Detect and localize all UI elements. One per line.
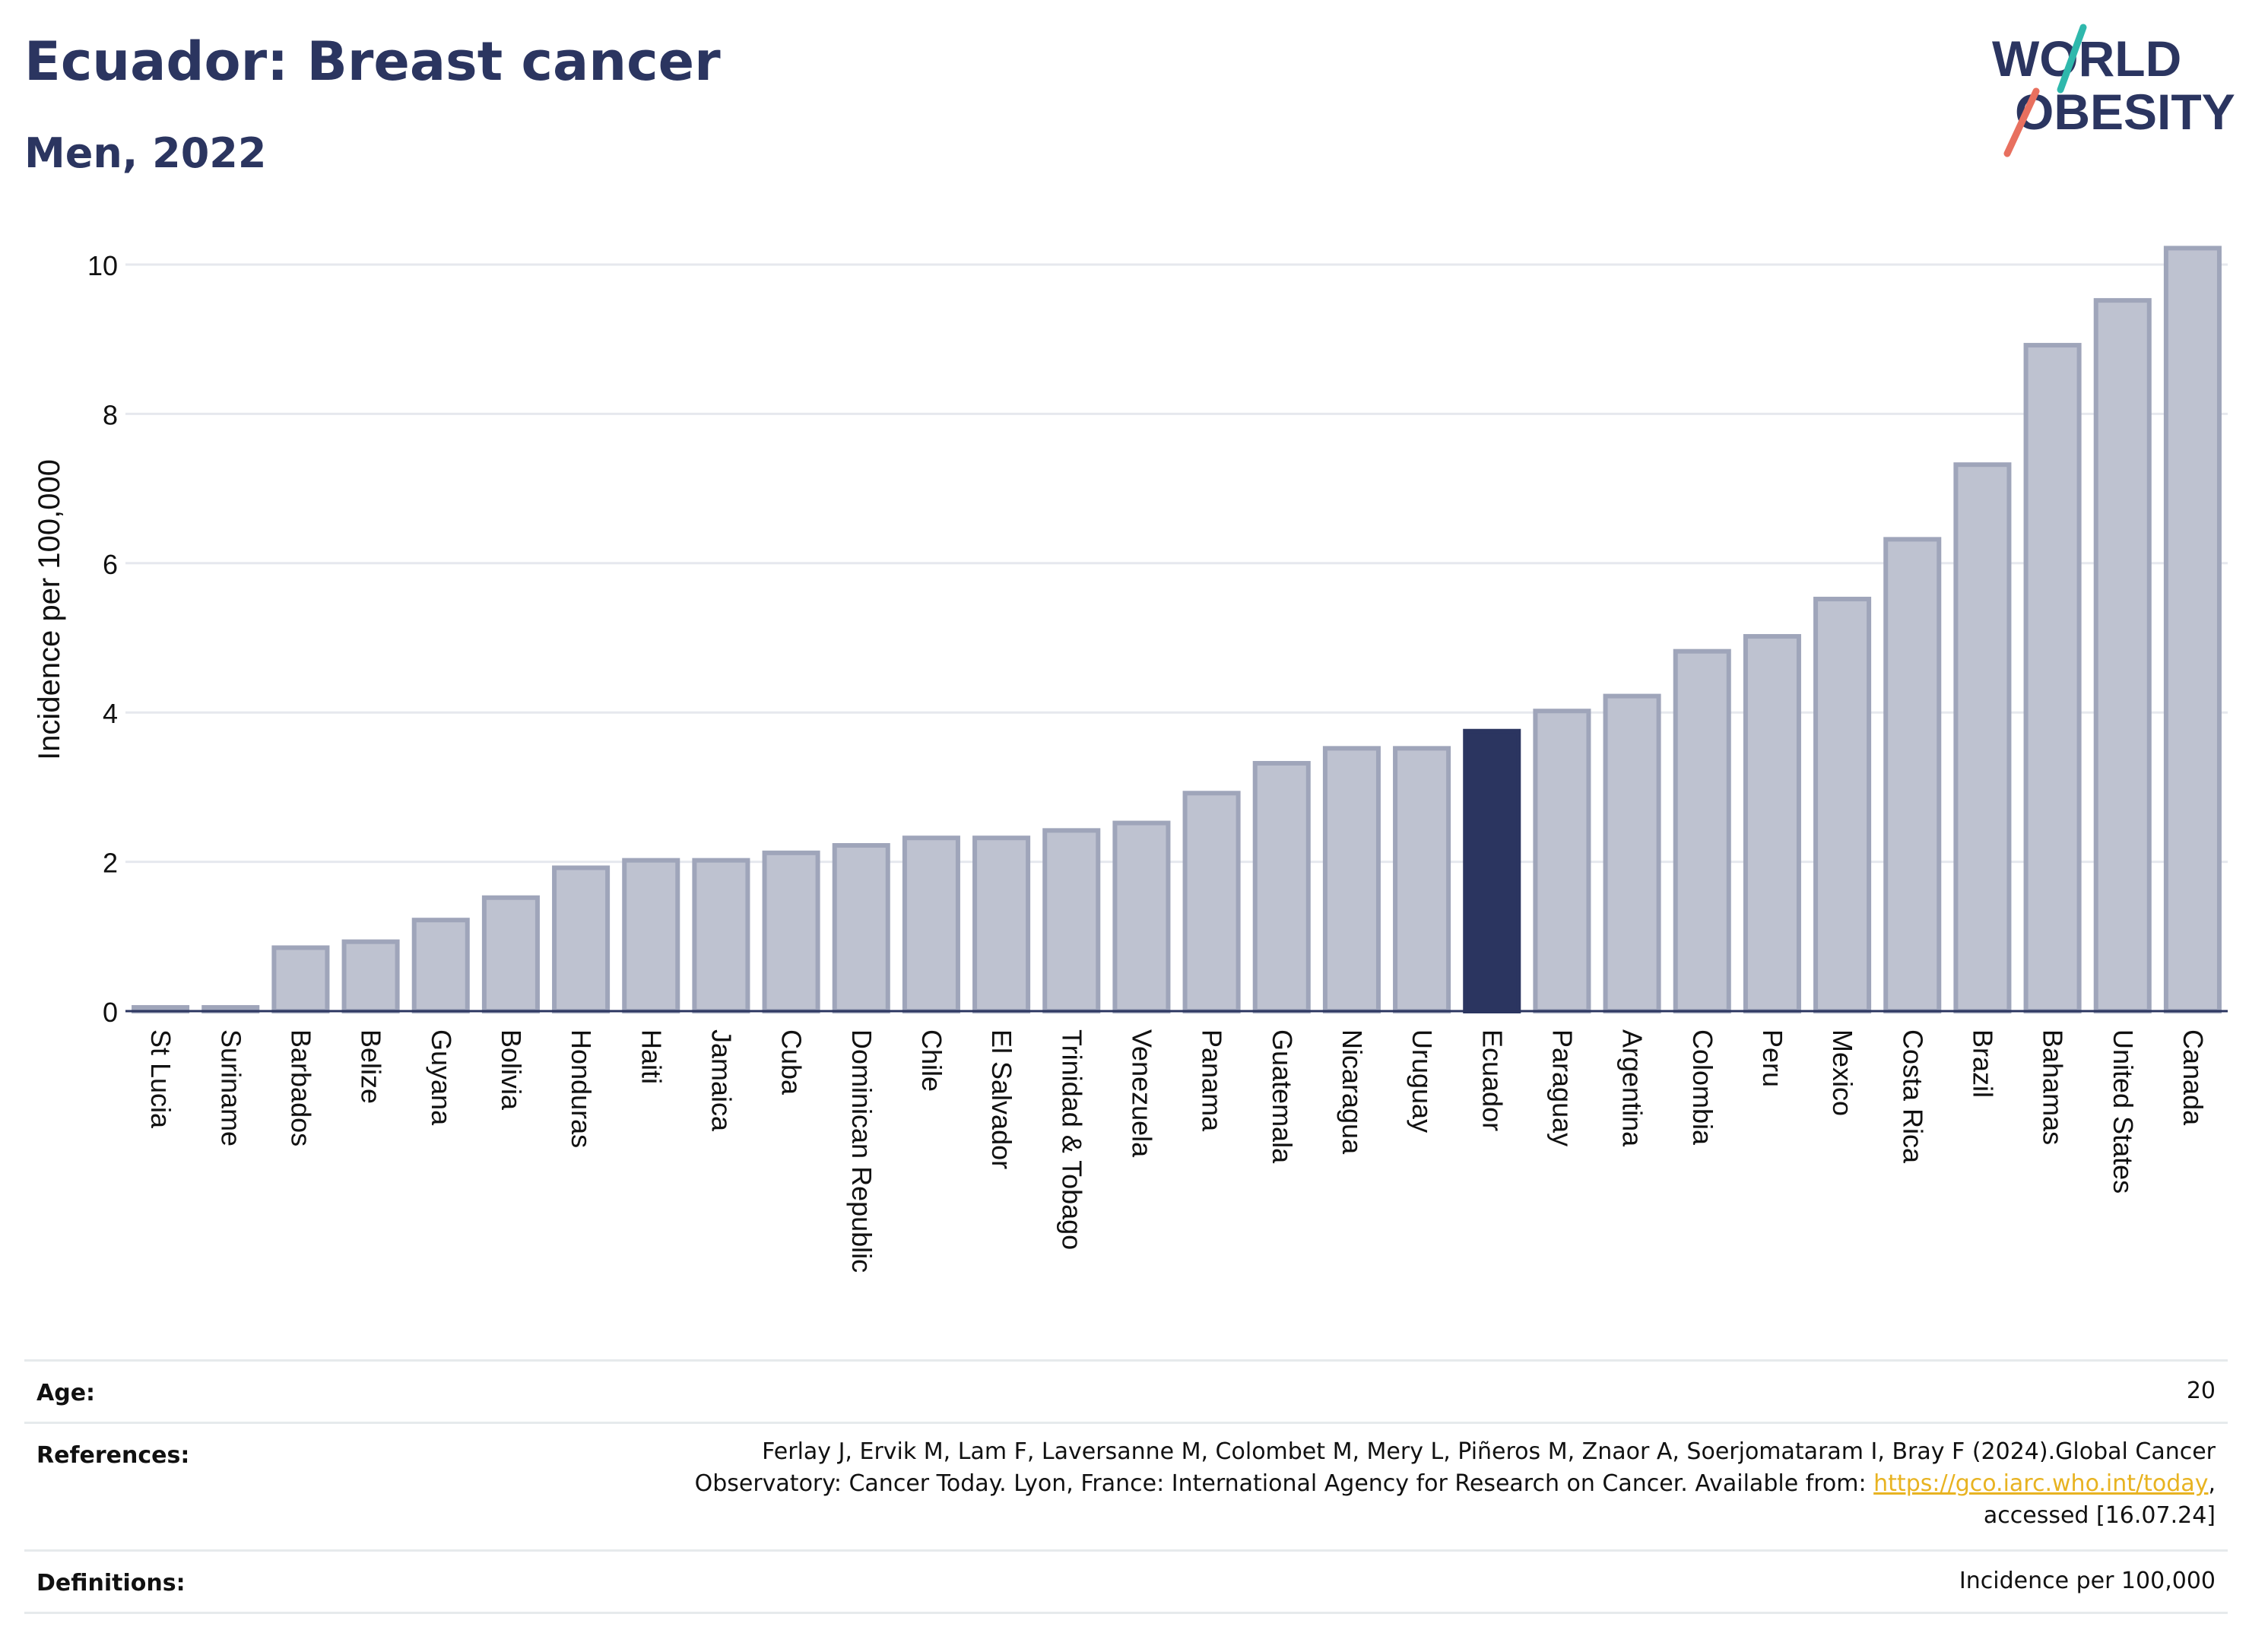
y-axis-ticks: 0 2 4 6 8 10 bbox=[87, 250, 118, 1028]
references-label: References: bbox=[36, 1442, 190, 1469]
bar-canada[interactable] bbox=[2163, 246, 2222, 1013]
x-tick-label: Canada bbox=[2178, 1029, 2209, 1126]
bar-chile[interactable] bbox=[902, 836, 960, 1014]
x-tick-label: United States bbox=[2108, 1029, 2139, 1194]
x-tick-label: Ecuador bbox=[1477, 1029, 1508, 1131]
references-link[interactable]: https://gco.iarc.who.int/today bbox=[1873, 1470, 2209, 1497]
x-tick-label: Brazil bbox=[1967, 1029, 1998, 1098]
x-tick-label: Colombia bbox=[1687, 1029, 1718, 1146]
x-tick-label: Honduras bbox=[566, 1029, 597, 1148]
x-tick-label: Cuba bbox=[776, 1029, 807, 1096]
bar-guatemala[interactable] bbox=[1252, 760, 1311, 1013]
bar-cuba[interactable] bbox=[762, 850, 820, 1014]
bar-nicaragua[interactable] bbox=[1322, 746, 1381, 1013]
bar-trinidad-tobago[interactable] bbox=[1042, 828, 1101, 1013]
x-tick-label: Venezuela bbox=[1126, 1029, 1157, 1158]
y-tick-label: 10 bbox=[87, 250, 118, 281]
x-tick-label: Trinidad & Tobago bbox=[1056, 1029, 1087, 1250]
x-tick-label: St Lucia bbox=[145, 1029, 176, 1129]
x-tick-label: Panama bbox=[1197, 1029, 1228, 1132]
world-obesity-logo: WORLD OBESITY bbox=[1992, 24, 2235, 157]
bar-brazil[interactable] bbox=[1953, 462, 2012, 1013]
references-line3: accessed [16.07.24] bbox=[1983, 1502, 2216, 1529]
age-value: 20 bbox=[2186, 1378, 2216, 1404]
x-tick-label: Paraguay bbox=[1546, 1029, 1578, 1146]
bar-el-salvador[interactable] bbox=[972, 836, 1031, 1014]
bar-dominican-republic[interactable] bbox=[832, 842, 890, 1013]
age-label: Age: bbox=[36, 1380, 96, 1406]
bar-ecuador[interactable] bbox=[1463, 728, 1521, 1013]
x-tick-label: Mexico bbox=[1827, 1029, 1858, 1116]
bar-mexico[interactable] bbox=[1813, 596, 1872, 1013]
footer-age-row: Age: 20 bbox=[24, 1359, 2228, 1424]
references-line1: Ferlay J, Ervik M, Lam F, Laversanne M, … bbox=[762, 1438, 2216, 1465]
y-axis-label: Incidence per 100,000 bbox=[33, 459, 66, 760]
x-tick-label: Dominican Republic bbox=[846, 1029, 877, 1273]
footer-references-row: References: Ferlay J, Ervik M, Lam F, La… bbox=[24, 1422, 2228, 1552]
x-tick-label: Haiti bbox=[636, 1029, 667, 1084]
bar-belize[interactable] bbox=[341, 939, 400, 1013]
logo-line1: WORLD bbox=[1992, 30, 2181, 87]
logo-coral-slash bbox=[2003, 87, 2040, 157]
bar-peru[interactable] bbox=[1743, 634, 1801, 1013]
footer-definitions-row: Definitions: Incidence per 100,000 bbox=[24, 1549, 2228, 1614]
x-tick-label: Bahamas bbox=[2038, 1029, 2069, 1145]
references-line2-text: Observatory: Cancer Today. Lyon, France:… bbox=[694, 1470, 1874, 1497]
x-tick-label: Argentina bbox=[1617, 1029, 1648, 1147]
x-tick-label: Costa Rica bbox=[1897, 1029, 1928, 1164]
bar-united-states[interactable] bbox=[2093, 298, 2152, 1013]
bar-venezuela[interactable] bbox=[1112, 820, 1171, 1014]
bar-uruguay[interactable] bbox=[1393, 746, 1451, 1013]
x-tick-label: Chile bbox=[916, 1029, 947, 1092]
x-tick-label: Uruguay bbox=[1407, 1029, 1438, 1133]
x-tick-label: Nicaragua bbox=[1337, 1029, 1368, 1155]
logo-line2: OBESITY bbox=[2015, 84, 2235, 140]
bar-costa-rica[interactable] bbox=[1883, 537, 1942, 1013]
bar-guyana[interactable] bbox=[411, 918, 470, 1014]
y-tick-label: 0 bbox=[103, 997, 118, 1028]
definitions-value: Incidence per 100,000 bbox=[1959, 1568, 2216, 1594]
x-tick-label: Peru bbox=[1757, 1029, 1788, 1087]
bar-jamaica[interactable] bbox=[692, 858, 750, 1013]
bar-chart: 0 2 4 6 8 10 St Lucia Suriname Barbados Belize Gu… bbox=[33, 246, 2228, 1273]
bar-bahamas[interactable] bbox=[2023, 343, 2082, 1013]
definitions-label: Definitions: bbox=[36, 1570, 186, 1597]
x-tick-label: Guatemala bbox=[1267, 1029, 1298, 1164]
bar-barbados[interactable] bbox=[271, 945, 330, 1014]
chart-title: Ecuador: Breast cancer bbox=[24, 30, 721, 93]
references-line2: Observatory: Cancer Today. Lyon, France:… bbox=[695, 1468, 2216, 1500]
x-tick-label: Jamaica bbox=[706, 1029, 737, 1132]
x-tick-label: Barbados bbox=[285, 1029, 316, 1146]
bar-paraguay[interactable] bbox=[1533, 709, 1591, 1014]
logo-teal-slash bbox=[2057, 24, 2087, 94]
x-tick-label: Belize bbox=[356, 1029, 387, 1104]
y-tick-label: 6 bbox=[103, 549, 118, 580]
chart-subtitle: Men, 2022 bbox=[24, 129, 267, 177]
bars bbox=[132, 246, 2222, 1014]
grid-lines bbox=[125, 263, 2228, 864]
bar-colombia[interactable] bbox=[1673, 648, 1731, 1014]
bar-honduras[interactable] bbox=[552, 865, 611, 1014]
bar-argentina[interactable] bbox=[1603, 693, 1661, 1013]
x-tick-label: Suriname bbox=[215, 1029, 246, 1146]
references-value: Ferlay J, Ervik M, Lam F, Laversanne M, … bbox=[695, 1436, 2216, 1532]
references-line2-end: , bbox=[2208, 1470, 2216, 1497]
bar-haiti[interactable] bbox=[622, 858, 680, 1013]
y-tick-label: 8 bbox=[103, 399, 118, 430]
x-tick-label: El Salvador bbox=[986, 1029, 1017, 1169]
y-tick-label: 2 bbox=[103, 848, 118, 879]
bar-panama[interactable] bbox=[1182, 791, 1241, 1013]
x-tick-label: Bolivia bbox=[496, 1029, 527, 1111]
x-axis-ticks: St Lucia Suriname Barbados Belize Guyana Boli… bbox=[145, 1029, 2209, 1273]
y-tick-label: 4 bbox=[103, 698, 118, 729]
footer-bottom-border bbox=[24, 1612, 2228, 1614]
bar-bolivia[interactable] bbox=[481, 895, 540, 1013]
x-tick-label: Guyana bbox=[426, 1029, 457, 1126]
